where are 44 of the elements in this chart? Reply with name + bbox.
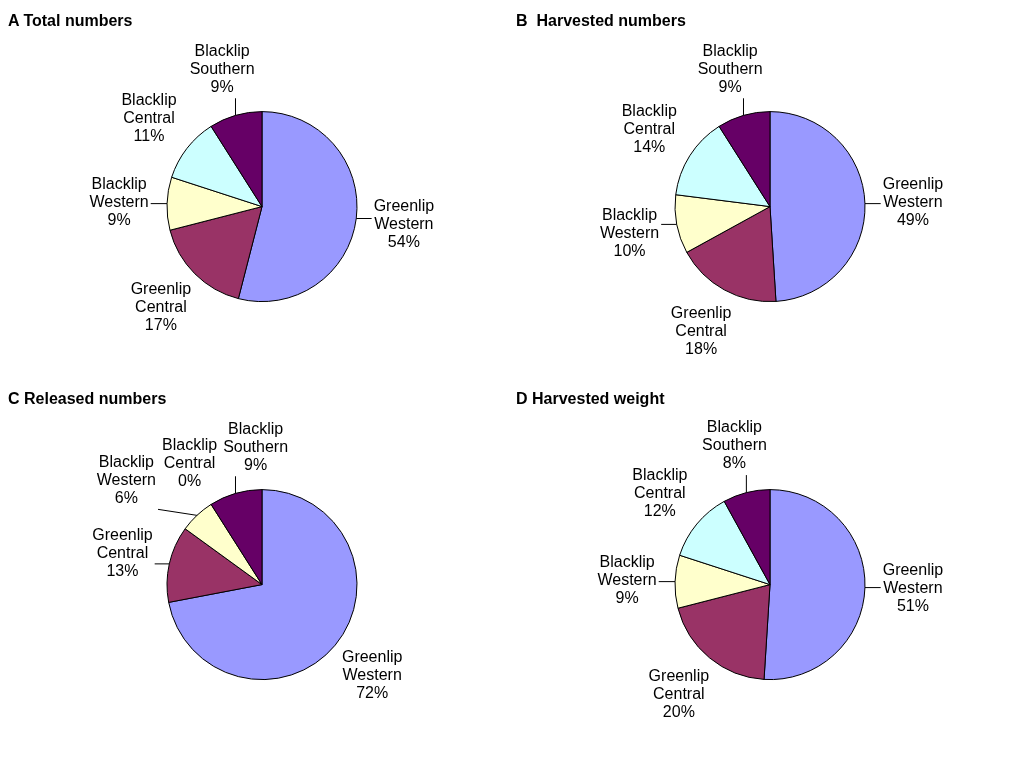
slice-label: Greenlip Western: [882, 561, 944, 597]
data-label: 12%: [643, 501, 676, 519]
slice-label: Greenlip Central: [670, 304, 732, 340]
chart-title: B Harvested numbers: [516, 12, 686, 30]
slice-label: Blacklip Central: [632, 465, 688, 501]
data-label: 9%: [107, 210, 131, 228]
data-label: 8%: [722, 454, 746, 472]
data-label: 49%: [896, 210, 929, 228]
slice-label: Blacklip Southern: [223, 419, 289, 455]
text: 0%: [178, 472, 202, 490]
slice-label: Greenlip Central: [130, 280, 192, 316]
data-label: 10%: [613, 241, 646, 259]
data-label: 18%: [685, 340, 718, 358]
data-label: 9%: [210, 77, 234, 95]
slice-label: Blacklip Western: [599, 205, 660, 241]
slice-label: Blacklip Western: [597, 552, 657, 588]
data-label: 20%: [662, 703, 695, 721]
slice-label: Greenlip Western: [341, 648, 403, 684]
slice-label: Greenlip Central: [648, 667, 710, 703]
slice-label: Blacklip Southern: [697, 41, 763, 77]
data-label: 9%: [615, 588, 639, 606]
data-label: 13%: [106, 561, 139, 579]
data-label: 54%: [387, 232, 420, 250]
chart-title: D Harvested weight: [516, 390, 666, 408]
slice-label: Greenlip Western: [373, 196, 435, 232]
chart-title: C Released numbers: [8, 390, 167, 408]
slice-label: Blacklip Western: [96, 452, 157, 488]
slice-label: Greenlip Western: [882, 174, 944, 210]
slice-label: Blacklip Central: [621, 102, 677, 138]
data-label: 6%: [114, 488, 138, 506]
category-label: Blacklip Central: [162, 436, 218, 472]
data-label: 51%: [896, 597, 929, 615]
slice-label: Greenlip Central: [92, 525, 153, 561]
slice-label: Blacklip Southern: [189, 41, 255, 77]
slice-label: Blacklip Southern: [701, 418, 767, 454]
data-label: 14%: [633, 138, 666, 156]
data-label: 72%: [356, 684, 389, 702]
data-label: 9%: [718, 77, 742, 95]
data-label: 17%: [144, 316, 177, 334]
chart-title: A Total numbers: [8, 12, 133, 30]
data-label: 11%: [133, 127, 165, 145]
data-label: 9%: [244, 455, 268, 473]
slice-label: Blacklip Western: [89, 174, 149, 210]
slice-label: Blacklip Central: [121, 91, 177, 127]
